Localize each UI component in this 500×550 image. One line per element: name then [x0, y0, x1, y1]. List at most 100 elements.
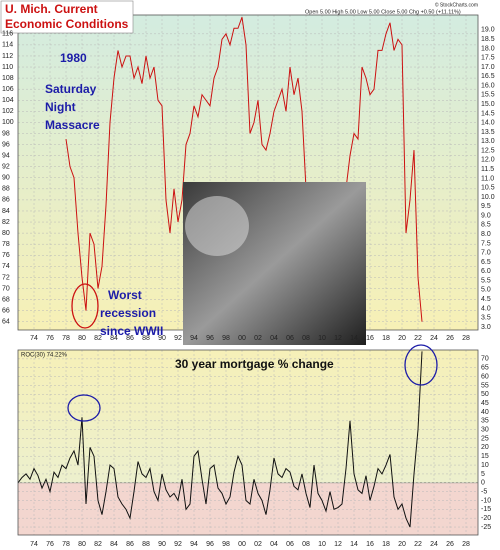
x-tick-label: 22 [414, 541, 422, 548]
y-tick-label: 110 [2, 64, 13, 71]
highlight-circle [67, 394, 101, 422]
x-tick-label: 74 [30, 335, 38, 342]
y-tick-label: 40 [481, 409, 489, 416]
data-line [17, 351, 423, 528]
y2-tick-label: 15.5 [481, 92, 495, 99]
y-tick-label: 92 [2, 164, 10, 171]
y-tick-label: 70 [481, 356, 489, 363]
y-tick-label: 94 [2, 152, 10, 159]
x-tick-label: 92 [174, 335, 182, 342]
x-tick-label: 22 [414, 335, 422, 342]
x-tick-label: 88 [142, 335, 150, 342]
data-line [65, 17, 423, 333]
y2-tick-label: 8.5 [481, 222, 491, 229]
annotation: recession [100, 306, 156, 320]
y-tick-label: 10 [481, 462, 489, 469]
x-tick-label: 16 [366, 335, 374, 342]
x-tick-label: 00 [238, 541, 246, 548]
y-tick-label: 96 [2, 141, 10, 148]
y-tick-label: 104 [2, 97, 14, 104]
x-tick-label: 98 [222, 335, 230, 342]
y-tick-label: 55 [481, 382, 489, 389]
y-tick-label: 84 [2, 208, 10, 215]
x-tick-label: 74 [30, 541, 38, 548]
x-tick-label: 10 [318, 541, 326, 548]
x-tick-label: 92 [174, 541, 182, 548]
x-tick-label: 24 [430, 335, 438, 342]
annotation: Massacre [45, 118, 100, 132]
x-tick-label: 26 [446, 335, 454, 342]
y-tick-label: 66 [2, 307, 10, 314]
y-tick-label: -20 [481, 515, 491, 522]
x-tick-label: 94 [190, 541, 198, 548]
photo-detail [185, 196, 249, 256]
y-tick-label: 5 [481, 471, 485, 478]
y2-tick-label: 12.0 [481, 157, 495, 164]
x-tick-label: 98 [222, 541, 230, 548]
y-tick-label: 60 [481, 373, 489, 380]
x-tick-label: 88 [142, 541, 150, 548]
y-tick-label: 0 [481, 480, 485, 487]
y-tick-label: 80 [2, 230, 10, 237]
annotation: Saturday [45, 82, 97, 96]
y2-tick-label: 3.0 [481, 324, 491, 331]
data-layer [17, 17, 423, 528]
x-tick-label: 84 [110, 541, 118, 548]
y-tick-label: 25 [481, 435, 489, 442]
y-tick-label: 82 [2, 219, 10, 226]
x-tick-label: 02 [254, 541, 262, 548]
x-tick-label: 00 [238, 335, 246, 342]
y-tick-label: 88 [2, 186, 10, 193]
y2-tick-label: 7.5 [481, 240, 491, 247]
x-tick-label: 86 [126, 335, 134, 342]
x-tick-label: 82 [94, 335, 102, 342]
y2-tick-label: 10.0 [481, 194, 495, 201]
y-tick-label: 76 [2, 252, 10, 259]
y-tick-label: 90 [2, 175, 10, 182]
y2-tick-label: 11.0 [481, 175, 494, 182]
x-tick-label: 96 [206, 335, 214, 342]
y2-tick-label: 15.0 [481, 101, 495, 108]
y-tick-label: 72 [2, 274, 10, 281]
y-tick-label: 98 [2, 130, 10, 137]
y-tick-label: 100 [2, 119, 14, 126]
x-tick-label: 18 [382, 335, 390, 342]
y2-tick-label: 7.0 [481, 250, 491, 257]
x-tick-label: 12 [334, 335, 342, 342]
x-tick-label: 84 [110, 335, 118, 342]
annotation: Worst [108, 288, 142, 302]
x-tick-label: 10 [318, 335, 326, 342]
x-tick-label: 76 [46, 541, 54, 548]
x-tick-label: 20 [398, 335, 406, 342]
y-tick-label: -10 [481, 497, 491, 504]
x-tick-label: 06 [286, 541, 294, 548]
y-tick-label: 102 [2, 108, 14, 115]
y-tick-label: 74 [2, 263, 10, 270]
y-tick-label: 108 [2, 75, 14, 82]
x-tick-label: 96 [206, 541, 214, 548]
y2-tick-label: 17.5 [481, 55, 495, 62]
y2-tick-label: 16.5 [481, 73, 495, 80]
x-tick-label: 28 [462, 335, 470, 342]
y2-tick-label: 19.0 [481, 27, 495, 34]
y2-tick-label: 18.5 [481, 36, 495, 43]
x-tick-label: 14 [350, 335, 358, 342]
x-tick-label: 94 [190, 335, 198, 342]
y2-tick-label: 9.0 [481, 212, 491, 219]
annotation: Night [45, 100, 76, 114]
chart-title: Economic Conditions [5, 17, 129, 31]
x-tick-label: 20 [398, 541, 406, 548]
x-tick-label: 04 [270, 541, 278, 548]
y-tick-label: 86 [2, 197, 10, 204]
text-layer: 74 76 78 80 82 84 86 88 90 92 94 96 98 00 02 04 06 08 10 12… [2, 27, 495, 548]
x-tick-label: 14 [350, 541, 358, 548]
x-tick-label: 80 [78, 541, 86, 548]
x-tick-label: 16 [366, 541, 374, 548]
y-tick-label: 70 [2, 285, 10, 292]
x-tick-label: 12 [334, 541, 342, 548]
y-tick-label: 114 [2, 42, 13, 49]
y-tick-label: 106 [2, 86, 14, 93]
y-tick-label: 50 [481, 391, 489, 398]
x-tick-label: 04 [270, 335, 278, 342]
x-tick-label: 76 [46, 335, 54, 342]
